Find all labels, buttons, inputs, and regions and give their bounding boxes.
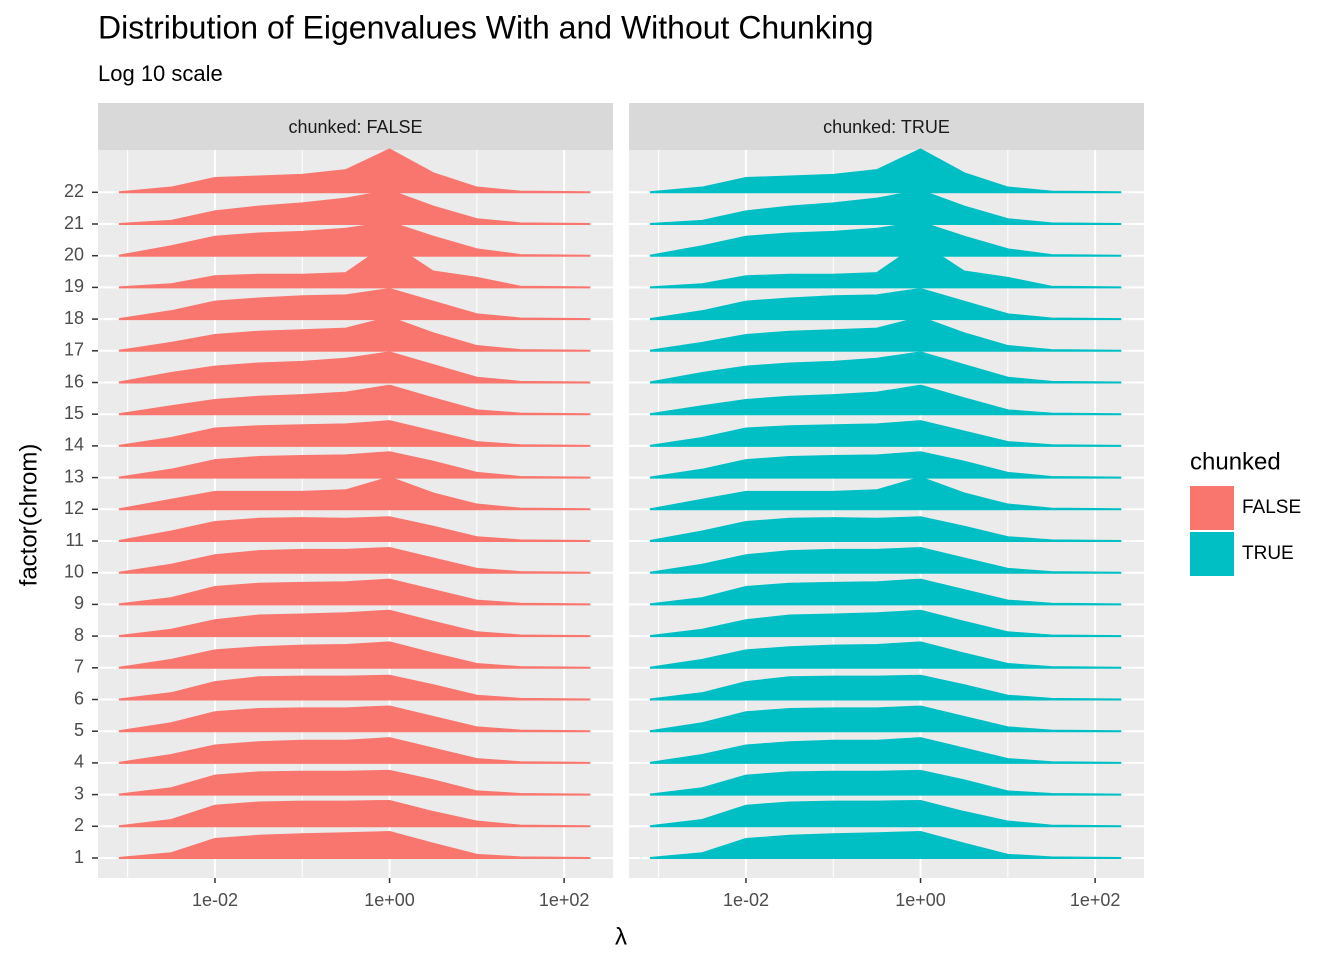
chart-title: Distribution of Eigenvalues With and Wit… [98, 9, 874, 45]
ridge [118, 705, 591, 733]
legend-label: TRUE [1242, 543, 1294, 564]
ridge [649, 189, 1122, 225]
y-tick-label: 17 [64, 340, 84, 360]
ridge [649, 420, 1122, 447]
y-tick-label: 21 [64, 213, 84, 233]
ridge [118, 351, 591, 384]
y-tick-label: 9 [74, 593, 84, 613]
y-axis-title: factor(chrom) [15, 444, 42, 587]
legend-swatch [1190, 532, 1234, 576]
ridge [649, 287, 1122, 321]
y-tick-label: 13 [64, 466, 84, 486]
ridge [649, 516, 1122, 542]
y-tick-label: 20 [64, 244, 84, 264]
legend-label: FALSE [1242, 497, 1301, 518]
ridge [649, 578, 1122, 606]
ridge [649, 316, 1122, 352]
ridge [649, 641, 1122, 669]
chart-subtitle: Log 10 scale [98, 61, 223, 86]
y-tick-label: 11 [65, 530, 84, 550]
ridge [118, 221, 591, 257]
y-tick-label: 2 [74, 815, 84, 835]
y-tick-label: 12 [64, 498, 84, 518]
ridge [118, 476, 591, 511]
legend-swatch [1190, 486, 1234, 530]
ridge [118, 451, 591, 479]
ridge [649, 384, 1122, 416]
y-tick-label: 4 [74, 752, 84, 772]
ridge [118, 420, 591, 447]
y-tick-label: 7 [74, 657, 84, 677]
ridge [649, 705, 1122, 733]
x-tick-label: 1e-02 [192, 890, 238, 910]
y-tick-label: 6 [74, 688, 84, 708]
ridge [118, 831, 591, 859]
y-tick-label: 3 [74, 783, 84, 803]
ridge [649, 148, 1122, 194]
x-tick-label: 1e+00 [364, 890, 415, 910]
x-tick-label: 1e+00 [895, 890, 946, 910]
y-tick-label: 19 [64, 276, 84, 296]
ridge [649, 737, 1122, 764]
ridge [649, 476, 1122, 511]
y-tick-label: 18 [64, 308, 84, 328]
y-tick-label: 22 [64, 181, 84, 201]
y-tick-label: 1 [74, 847, 84, 867]
ridge [118, 769, 591, 796]
ridge [118, 148, 591, 194]
ridge [118, 516, 591, 542]
strip-label: chunked: TRUE [823, 117, 950, 137]
ridge [118, 799, 591, 828]
legend-title: chunked [1190, 448, 1281, 475]
ridge [118, 287, 591, 321]
ridge [649, 831, 1122, 859]
ridge [649, 769, 1122, 796]
x-tick-label: 1e+02 [1070, 890, 1121, 910]
ridge [649, 799, 1122, 828]
ridge [649, 674, 1122, 701]
strip [98, 103, 613, 150]
ridge [118, 674, 591, 701]
ridge [118, 578, 591, 606]
x-axis-title: λ [615, 923, 627, 950]
x-tick-label: 1e+02 [539, 890, 590, 910]
ridge [649, 351, 1122, 384]
ridge [649, 451, 1122, 479]
x-tick-label: 1e-02 [723, 890, 769, 910]
strip [629, 103, 1144, 150]
ridge [649, 221, 1122, 257]
ridge [118, 189, 591, 225]
panel [629, 150, 1144, 878]
panel [98, 150, 613, 878]
ridge [118, 241, 591, 289]
ridge [649, 546, 1122, 574]
ridge [118, 609, 591, 638]
ridge [118, 384, 591, 416]
ridge [118, 316, 591, 352]
ridge [118, 737, 591, 764]
y-tick-label: 8 [74, 625, 84, 645]
y-tick-label: 15 [64, 403, 84, 423]
ridge [118, 641, 591, 669]
y-tick-label: 5 [74, 720, 84, 740]
ridge [118, 546, 591, 574]
ridge [649, 241, 1122, 289]
y-tick-label: 14 [64, 435, 84, 455]
y-tick-label: 10 [64, 561, 84, 581]
y-tick-label: 16 [64, 371, 84, 391]
strip-label: chunked: FALSE [288, 117, 422, 137]
ridge [649, 609, 1122, 638]
